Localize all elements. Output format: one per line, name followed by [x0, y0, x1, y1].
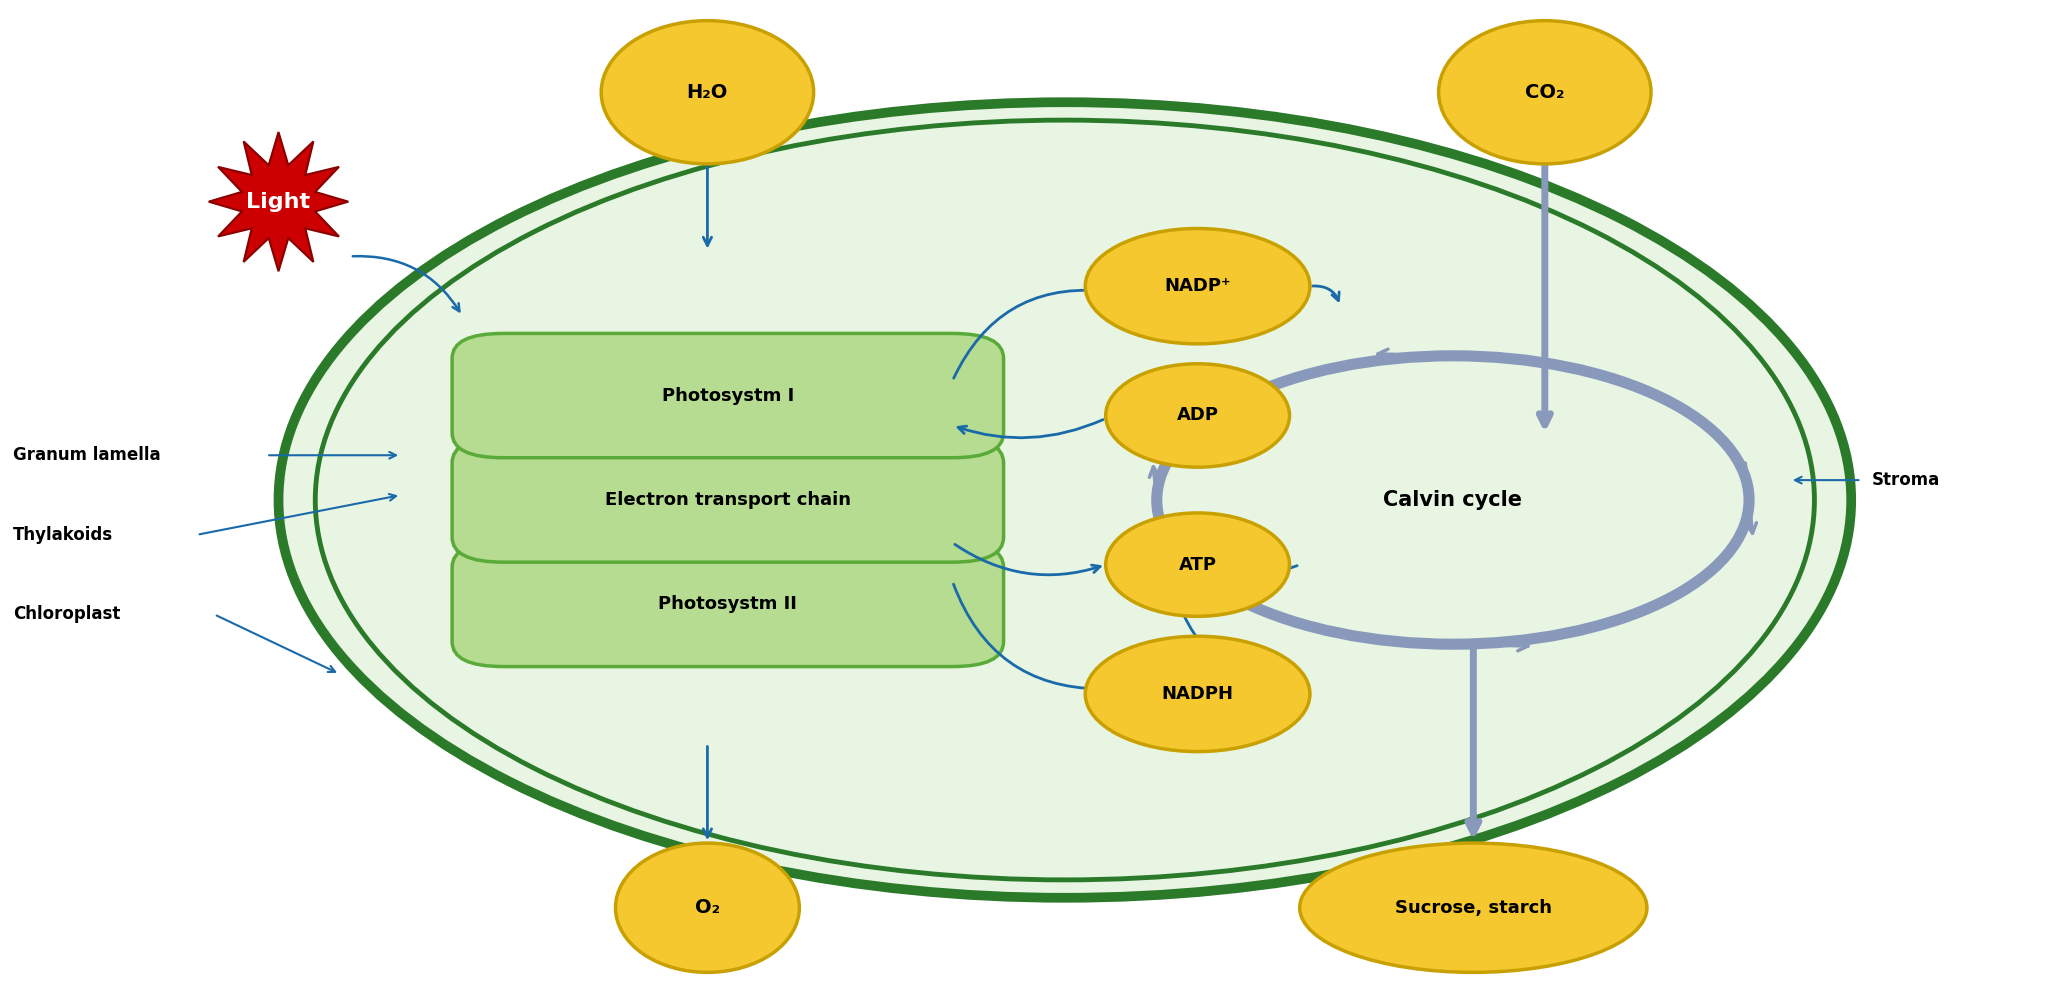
FancyBboxPatch shape	[453, 438, 1004, 562]
Ellipse shape	[602, 21, 813, 164]
Text: ADP: ADP	[1178, 406, 1219, 424]
Text: Granum lamella: Granum lamella	[12, 446, 160, 464]
Text: NADPH: NADPH	[1161, 685, 1233, 703]
Ellipse shape	[279, 102, 1851, 898]
Text: NADP⁺: NADP⁺	[1165, 277, 1231, 295]
Text: Stroma: Stroma	[1872, 471, 1939, 489]
Text: Photosystm II: Photosystm II	[657, 595, 797, 613]
Text: H₂O: H₂O	[686, 83, 729, 102]
Text: Calvin cycle: Calvin cycle	[1382, 490, 1522, 510]
Ellipse shape	[1438, 21, 1651, 164]
Text: ATP: ATP	[1178, 556, 1217, 574]
Text: Photosystm I: Photosystm I	[662, 387, 795, 405]
FancyBboxPatch shape	[453, 333, 1004, 458]
Ellipse shape	[1085, 636, 1311, 752]
Ellipse shape	[616, 843, 799, 972]
Text: Light: Light	[246, 192, 311, 212]
Ellipse shape	[1106, 513, 1290, 616]
Ellipse shape	[1300, 843, 1647, 972]
Text: Sucrose, starch: Sucrose, starch	[1395, 899, 1552, 917]
Text: Electron transport chain: Electron transport chain	[604, 491, 850, 509]
Ellipse shape	[1106, 364, 1290, 467]
Text: Chloroplast: Chloroplast	[12, 605, 121, 623]
Polygon shape	[209, 132, 348, 271]
FancyBboxPatch shape	[453, 542, 1004, 667]
Text: CO₂: CO₂	[1526, 83, 1565, 102]
Text: O₂: O₂	[694, 898, 721, 917]
Text: Thylakoids: Thylakoids	[12, 526, 113, 544]
Ellipse shape	[1085, 229, 1311, 344]
